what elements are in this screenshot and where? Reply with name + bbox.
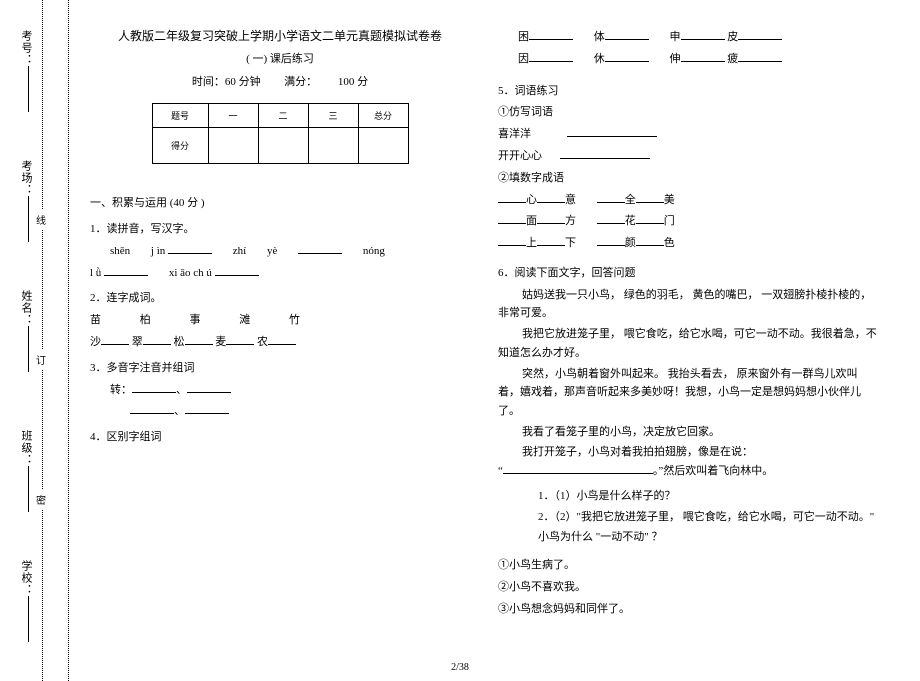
q5-s1a: 喜洋洋 <box>498 125 878 145</box>
binding-marker-2: 订 <box>36 350 46 369</box>
score-cell <box>308 128 358 164</box>
binding-label-school: 学校： <box>18 560 34 642</box>
q6-p5: 我打开笼子，小鸟对着我拍拍翅膀，像是在说： “。”然后欢叫着飞向林中。 <box>498 443 878 480</box>
score-value-row: 得分 <box>152 128 408 164</box>
q6-p3: 突然，小鸟朝着窗外叫起来。 我抬头看去， 原来窗外有一群鸟儿欢叫着，嬉戏着，那声… <box>498 365 878 421</box>
q3-title: 3．多音字注音并组词 <box>90 359 470 379</box>
q6-sub2: 2．（2）"我把它放进笼子里， 喂它食吃，给它水喝，可它一动不动。" 小鸟为什么… <box>498 508 878 548</box>
q6-p2: 我把它放进笼子里， 喂它食吃，给它水喝，可它一动不动。我很着急，不知道怎么办才好… <box>498 325 878 362</box>
q5-l2: 面方 花门 <box>498 212 878 232</box>
part1-title: 一、积累与运用 (40 分 ) <box>90 194 470 214</box>
q6-title: 6．阅读下面文字，回答问题 <box>498 264 878 284</box>
binding-label-class: 班级： <box>18 430 34 512</box>
page-content: 人教版二年级复习突破上学期小学语文二单元真题模拟试卷卷 ( 一) 课后练习 时间… <box>90 26 885 656</box>
q2-title: 2．连字成词。 <box>90 289 470 309</box>
score-table: 题号 一 二 三 总分 得分 <box>152 103 409 164</box>
q6-p1: 姑妈送我一只小鸟， 绿色的羽毛， 黄色的嘴巴， 一双翅膀扑棱扑棱的，非常可爱。 <box>498 286 878 323</box>
binding-marker-3: 密 <box>36 490 46 509</box>
dotted-line-2 <box>68 0 69 681</box>
score-label-qn: 题号 <box>152 104 208 128</box>
binding-strip: 考号： 考场： 姓名： 班级： 学校： 线 订 密 <box>0 0 80 681</box>
binding-label-name: 姓名： <box>18 290 34 372</box>
score-col-3: 三 <box>308 104 358 128</box>
score-cell <box>258 128 308 164</box>
q4-row1: 困 体 申 皮 <box>498 28 878 48</box>
binding-label-room: 考场： <box>18 160 34 242</box>
score-col-total: 总分 <box>358 104 408 128</box>
q4-title: 4．区别字组词 <box>90 428 470 448</box>
score-col-2: 二 <box>258 104 308 128</box>
q6-opt1: ①小鸟生病了。 <box>498 556 878 576</box>
q1-row2: l ǜ xi āo ch ú <box>90 264 470 284</box>
q6-p4: 我看了看笼子里的小鸟，决定放它回家。 <box>498 423 878 442</box>
score-label-points: 得分 <box>152 128 208 164</box>
q5-l1: 心意 全美 <box>498 191 878 211</box>
score-cell <box>358 128 408 164</box>
q2-line2: 沙 翠 松 麦 农 <box>90 333 470 353</box>
q6-opt2: ②小鸟不喜欢我。 <box>498 578 878 598</box>
score-cell <box>208 128 258 164</box>
binding-label-exam-id: 考号： <box>18 30 34 112</box>
exam-title: 人教版二年级复习突破上学期小学语文二单元真题模拟试卷卷 <box>90 26 470 48</box>
left-column: 人教版二年级复习突破上学期小学语文二单元真题模拟试卷卷 ( 一) 课后练习 时间… <box>90 26 470 656</box>
q1-title: 1．读拼音，写汉字。 <box>90 220 470 240</box>
q5-l3: 上下 颜色 <box>498 234 878 254</box>
page-number: 2/38 <box>451 662 469 673</box>
q1-row1: shēn j ìn zhí yè nóng <box>90 242 470 262</box>
q5-sub2: ②填数字成语 <box>498 169 878 189</box>
score-header-row: 题号 一 二 三 总分 <box>152 104 408 128</box>
score-col-1: 一 <box>208 104 258 128</box>
q5-sub1: ①仿写词语 <box>498 103 878 123</box>
q5-s1b: 开开心心 <box>498 147 878 167</box>
q4-row2: 因 休 伸 疲 <box>498 50 878 70</box>
dotted-line-1 <box>42 0 43 681</box>
binding-marker-1: 线 <box>36 210 46 229</box>
exam-timing: 时间：60 分钟 满分： 100 分 <box>90 73 470 93</box>
q3-line1: 转：、 <box>90 381 470 401</box>
q6-opt3: ③小鸟想念妈妈和同伴了。 <box>498 600 878 620</box>
q2-line1: 苗 柏 事 滩 竹 <box>90 311 470 331</box>
q5-title: 5．词语练习 <box>498 82 878 102</box>
q6-sub1: 1．（1）小鸟是什么样子的？ <box>498 487 878 507</box>
right-column: 困 体 申 皮 因 休 伸 疲 5．词语练习 ①仿写词语 喜洋洋 开开心心 ②填… <box>498 26 878 656</box>
exam-subtitle: ( 一) 课后练习 <box>90 50 470 70</box>
q3-line2: 、 <box>90 402 470 422</box>
